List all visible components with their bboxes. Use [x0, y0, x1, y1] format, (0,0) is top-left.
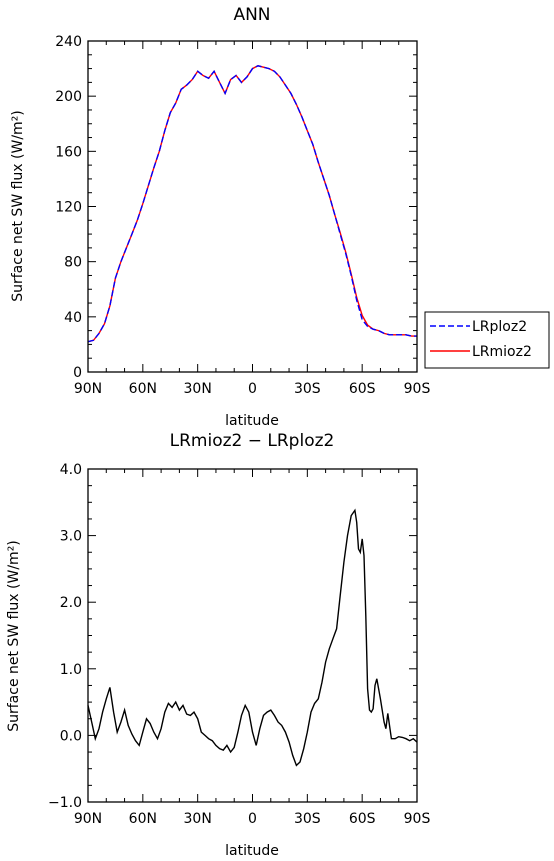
y-tick-label: 120 [55, 200, 82, 216]
chart1-y-axis-label: Surface net SW flux (W/m²) [10, 110, 26, 302]
y-tick-label: 200 [55, 89, 82, 105]
legend-label-lrmioz2: LRmioz2 [472, 344, 532, 360]
x-tick-label: 60S [349, 381, 376, 397]
legend-box [424, 311, 550, 369]
y-tick-label: 240 [55, 34, 82, 50]
x-tick-label: 60N [129, 811, 157, 827]
chart2-y-tick-labels: −1.0 0.0 1.0 2.0 3.0 4.0 [48, 462, 82, 811]
x-tick-label: 30N [184, 811, 212, 827]
chart1-x-axis-label: latitude [225, 413, 279, 429]
y-tick-label: 80 [64, 255, 82, 271]
x-tick-label: 90N [74, 811, 102, 827]
chart2-title: LRmioz2 − LRploz2 [170, 431, 335, 451]
y-tick-label: 40 [64, 310, 82, 326]
y-tick-label: 1.0 [60, 662, 82, 678]
series-line-difference [87, 508, 418, 767]
x-tick-label: 60S [349, 811, 376, 827]
chart2-y-axis-label: Surface net SW flux (W/m²) [6, 540, 22, 732]
x-tick-label: 90N [74, 381, 102, 397]
x-tick-label: 90S [404, 811, 431, 827]
chart1-series-lines [87, 65, 417, 343]
chart1-y-tick-labels: 0 40 80 120 160 200 240 [55, 34, 82, 381]
series-line-lrmioz2 [87, 65, 417, 343]
series-line-lrploz2 [87, 65, 417, 343]
chart1-x-tick-labels: 90N 60N 30N 0 30S 60S 90S [74, 381, 431, 397]
chart2-ticks [87, 468, 418, 803]
x-tick-label: 30N [184, 381, 212, 397]
x-tick-label: 30S [294, 811, 321, 827]
y-tick-label: 4.0 [60, 462, 82, 478]
chart2-series-lines [87, 508, 418, 767]
chart1-ticks [87, 40, 418, 373]
y-tick-label: 2.0 [60, 595, 82, 611]
y-tick-label: 160 [55, 144, 82, 160]
legend-label-lrploz2: LRploz2 [472, 319, 527, 335]
y-tick-label: 0 [73, 365, 82, 381]
chart1-legend: LRploz2 LRmioz2 [424, 311, 550, 369]
chart-difference: LRmioz2 − LRploz2 −1.0 0.0 1.0 2.0 3.0 4.0 90… [6, 431, 430, 859]
x-tick-label: 0 [248, 381, 257, 397]
chart2-x-axis-label: latitude [225, 843, 279, 859]
x-tick-label: 0 [248, 811, 257, 827]
chart1-plot-frame [87, 40, 418, 373]
y-tick-label: 3.0 [60, 529, 82, 545]
x-tick-label: 30S [294, 381, 321, 397]
x-tick-label: 90S [404, 381, 431, 397]
y-tick-label: 0.0 [60, 728, 82, 744]
x-tick-label: 60N [129, 381, 157, 397]
y-tick-label: −1.0 [48, 795, 82, 811]
chart2-plot-frame [87, 468, 418, 803]
chart1-title: ANN [233, 5, 270, 25]
chart2-x-tick-labels: 90N 60N 30N 0 30S 60S 90S [74, 811, 431, 827]
